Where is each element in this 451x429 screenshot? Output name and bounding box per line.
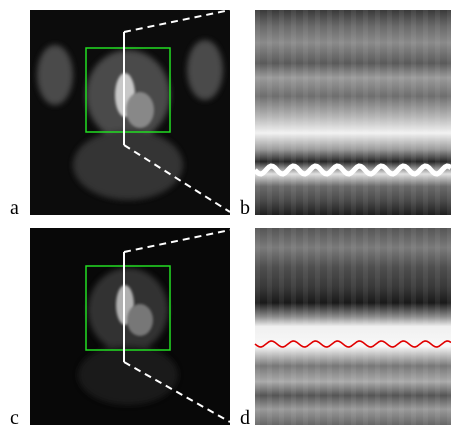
panel-label: b [240, 197, 250, 219]
stripe [399, 228, 404, 425]
stripe [363, 228, 368, 425]
stripes [255, 10, 451, 425]
stripe [387, 10, 392, 215]
stripe [447, 10, 451, 215]
mri-image-a [30, 10, 230, 215]
stripe [267, 228, 272, 425]
panel-label: d [240, 407, 250, 429]
panel-label: c [10, 407, 19, 429]
wave-d [254, 340, 451, 348]
stripe [291, 10, 296, 215]
stripe [255, 10, 260, 215]
stripe [423, 10, 428, 215]
stripe [351, 228, 356, 425]
panel-label: a [10, 197, 19, 219]
stripe [267, 10, 272, 215]
stripe [279, 10, 284, 215]
stripe [375, 228, 380, 425]
stripe [279, 228, 284, 425]
stripe [375, 10, 380, 215]
stripe [315, 228, 320, 425]
stripe [315, 10, 320, 215]
stripe [327, 10, 332, 215]
stripe [255, 228, 260, 425]
stripe [303, 228, 308, 425]
stripe [411, 228, 416, 425]
roi-overlays [85, 9, 231, 423]
stripe [327, 228, 332, 425]
stripe [351, 10, 356, 215]
mri-image-c [30, 228, 230, 425]
stripe [399, 10, 404, 215]
stripe [291, 228, 296, 425]
stripe [339, 10, 344, 215]
m-mode-d [255, 228, 451, 425]
stripe [363, 10, 368, 215]
stripe [447, 228, 451, 425]
m-mode-b [255, 10, 451, 215]
stripe [303, 10, 308, 215]
stripe [435, 228, 440, 425]
stripe [423, 228, 428, 425]
wave-b [253, 163, 451, 177]
stripe [339, 228, 344, 425]
stripe [435, 10, 440, 215]
stripe [411, 10, 416, 215]
stripe [387, 228, 392, 425]
